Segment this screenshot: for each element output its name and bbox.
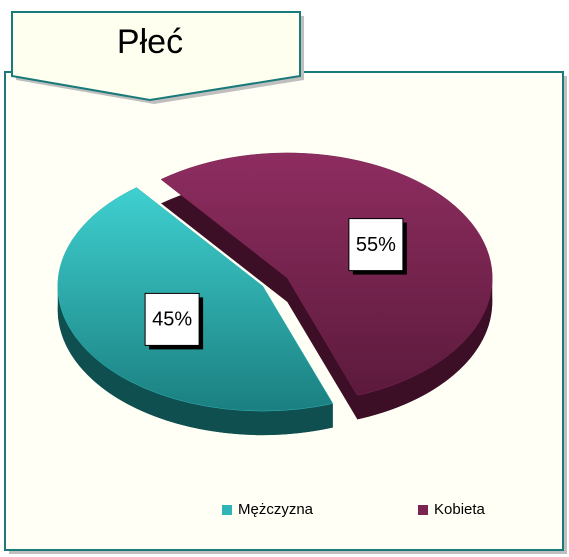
slice-side xyxy=(357,277,493,420)
legend-swatch xyxy=(418,505,428,515)
legend-swatch xyxy=(222,505,232,515)
data-label: 55% xyxy=(356,234,396,256)
data-label: 45% xyxy=(152,309,192,331)
legend-label: Kobieta xyxy=(434,501,486,518)
label-box xyxy=(348,218,404,272)
slice xyxy=(160,152,493,396)
slice-side xyxy=(57,286,333,436)
chart-title: Płeć xyxy=(117,23,183,61)
label-box xyxy=(144,292,200,346)
title-banner xyxy=(11,11,301,102)
legend-label: Mężczyzna xyxy=(238,501,314,518)
